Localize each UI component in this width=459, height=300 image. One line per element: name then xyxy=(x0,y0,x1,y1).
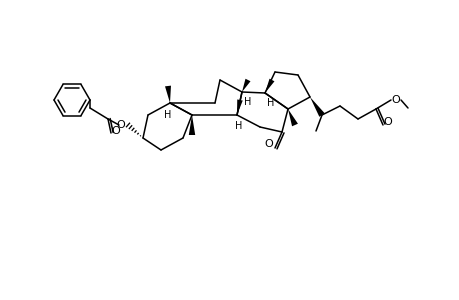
Text: H: H xyxy=(235,121,242,131)
Text: H: H xyxy=(267,98,274,108)
Polygon shape xyxy=(236,100,242,115)
Text: O: O xyxy=(391,95,399,105)
Polygon shape xyxy=(264,79,274,93)
Polygon shape xyxy=(241,79,250,92)
Text: O: O xyxy=(117,120,125,130)
Polygon shape xyxy=(188,115,195,135)
Text: H: H xyxy=(244,97,251,107)
Text: O: O xyxy=(264,139,273,149)
Polygon shape xyxy=(165,85,171,103)
Text: H: H xyxy=(164,110,171,120)
Polygon shape xyxy=(309,97,324,117)
Text: O: O xyxy=(112,126,120,136)
Polygon shape xyxy=(287,109,297,126)
Text: O: O xyxy=(383,117,392,127)
